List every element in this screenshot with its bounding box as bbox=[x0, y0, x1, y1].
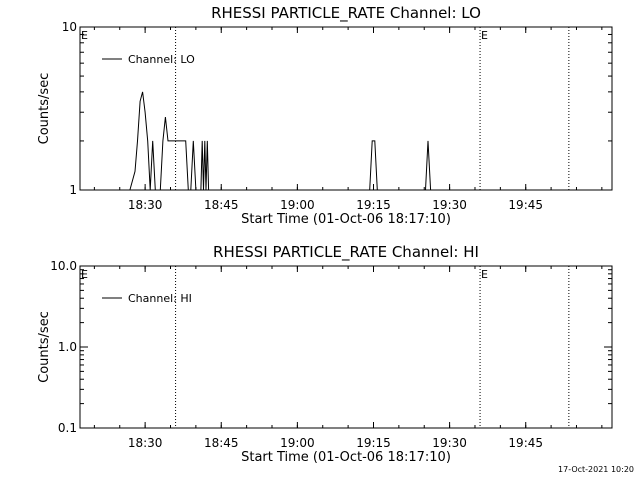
y-tick-label: 1 bbox=[69, 183, 77, 197]
x-axis-title: Start Time (01-Oct-06 18:17:10) bbox=[241, 212, 451, 227]
event-marker-label: E bbox=[81, 29, 88, 42]
x-tick-label: 19:30 bbox=[432, 436, 467, 450]
y-axis-title: Counts/sec bbox=[37, 73, 52, 145]
y-tick-label: 1.0 bbox=[58, 340, 77, 354]
x-tick-label: 19:45 bbox=[508, 436, 543, 450]
event-marker-label: E bbox=[81, 268, 88, 281]
x-tick-label: 19:15 bbox=[356, 436, 391, 450]
y-tick-label: 10.0 bbox=[50, 259, 77, 273]
event-marker-label: E bbox=[481, 268, 488, 281]
legend-label: Channel: LO bbox=[128, 53, 195, 66]
legend-label: Channel: HI bbox=[128, 292, 192, 305]
y-tick-label: 10 bbox=[62, 20, 77, 34]
chart-panel-2: RHESSI PARTICLE_RATE Channel: HI Start Ti… bbox=[37, 243, 613, 465]
x-tick-label: 19:45 bbox=[508, 198, 543, 212]
x-tick-label: 19:00 bbox=[280, 198, 315, 212]
x-tick-label: 18:45 bbox=[204, 436, 239, 450]
x-tick-label: 18:30 bbox=[128, 198, 163, 212]
chart-panel-1: RHESSI PARTICLE_RATE Channel: LO Start Ti… bbox=[37, 4, 613, 227]
y-tick-label: 0.1 bbox=[58, 421, 77, 435]
x-tick-label: 19:30 bbox=[432, 198, 467, 212]
y-axis-title: Counts/sec bbox=[37, 311, 52, 383]
x-axis-title: Start Time (01-Oct-06 18:17:10) bbox=[241, 450, 451, 465]
x-tick-label: 19:15 bbox=[356, 198, 391, 212]
series-line bbox=[129, 91, 432, 191]
event-marker-label: E bbox=[481, 29, 488, 42]
plot-frame bbox=[79, 265, 613, 429]
plot-frame bbox=[79, 26, 613, 191]
footer-timestamp: 17-Oct-2021 10:20 bbox=[558, 465, 634, 474]
x-tick-label: 18:30 bbox=[128, 436, 163, 450]
x-tick-label: 19:00 bbox=[280, 436, 315, 450]
x-tick-label: 18:45 bbox=[204, 198, 239, 212]
chart-title: RHESSI PARTICLE_RATE Channel: LO bbox=[211, 4, 481, 23]
chart-title: RHESSI PARTICLE_RATE Channel: HI bbox=[213, 243, 479, 262]
